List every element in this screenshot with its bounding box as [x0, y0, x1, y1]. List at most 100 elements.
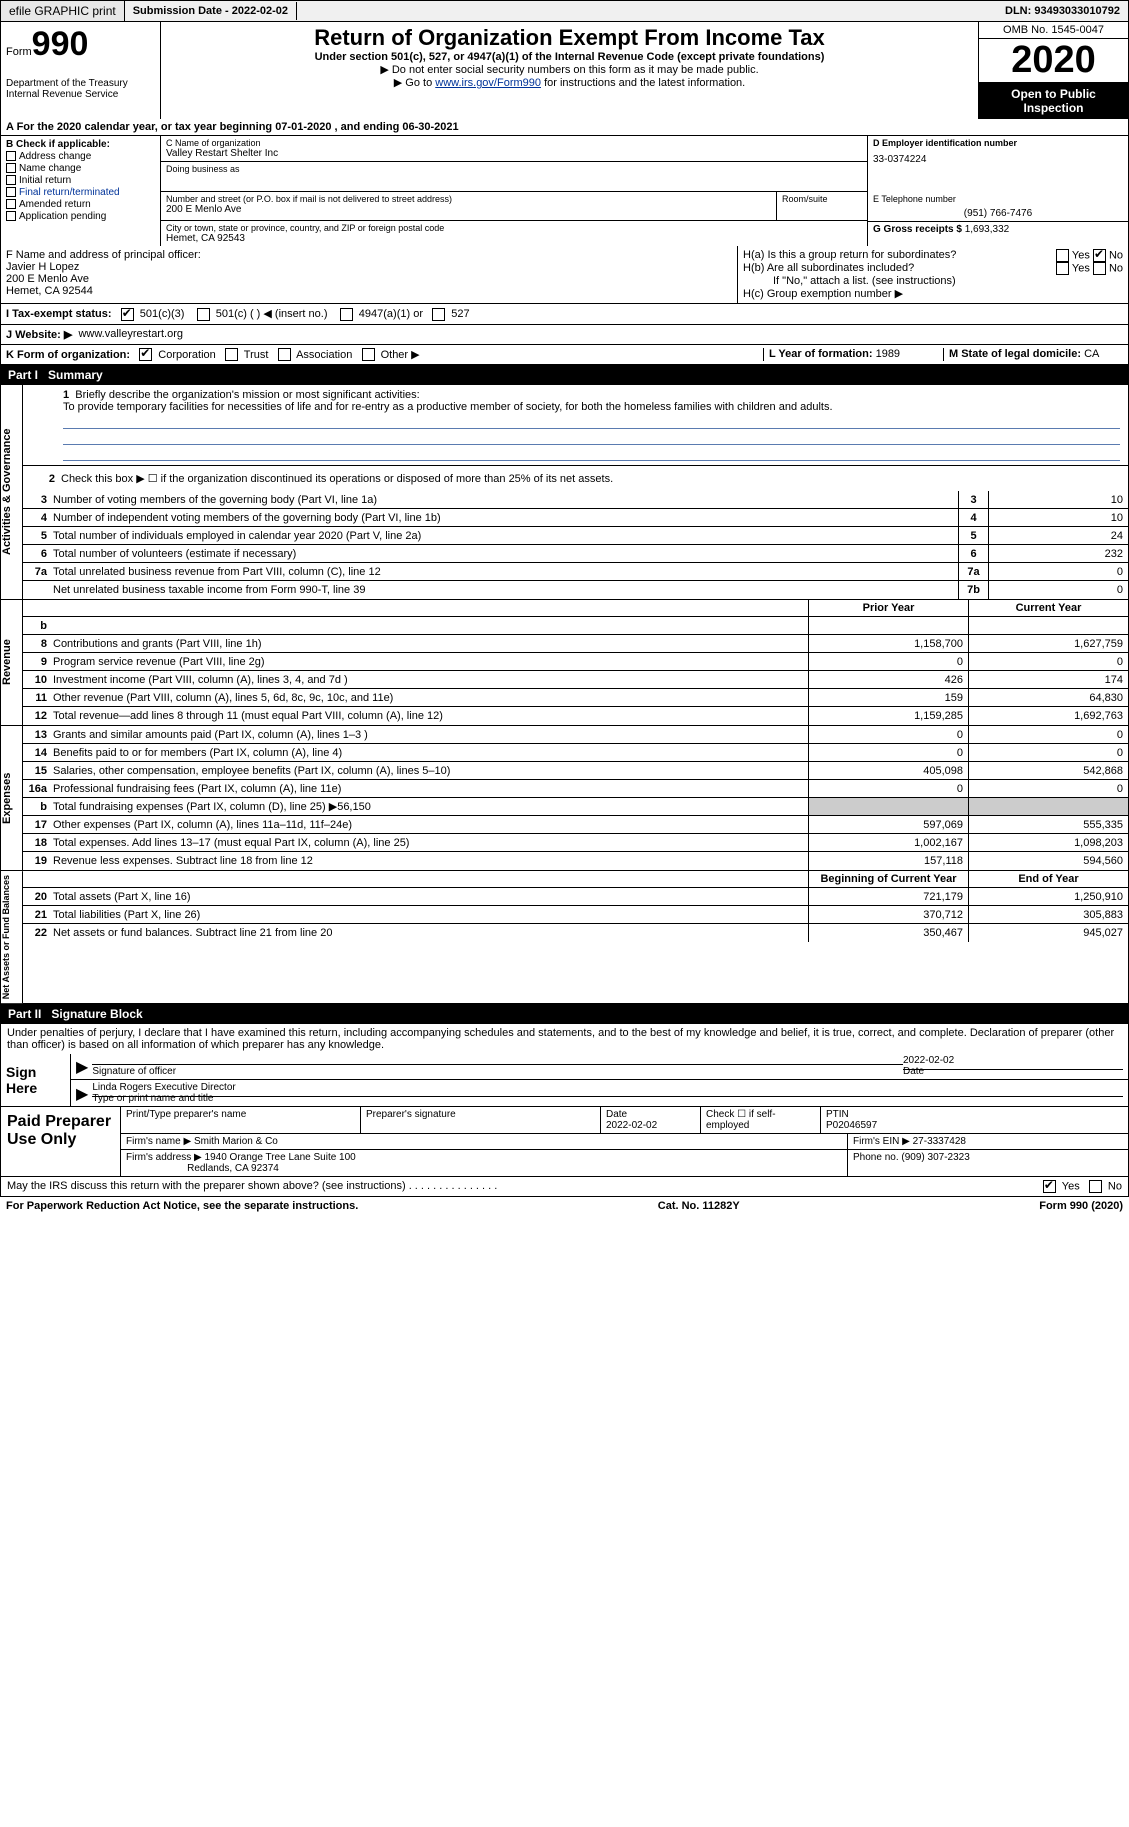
form-label: Form: [6, 46, 32, 58]
col-f: F Name and address of principal officer:…: [1, 246, 738, 303]
form-number: 990: [32, 25, 89, 63]
hb-no[interactable]: [1093, 262, 1106, 275]
irs-q: May the IRS discuss this return with the…: [7, 1180, 406, 1192]
header-right: OMB No. 1545-0047 2020 Open to Public In…: [978, 22, 1128, 119]
k-label: K Form of organization:: [6, 349, 130, 361]
efile-print-button[interactable]: efile GRAPHIC print: [1, 1, 125, 21]
hdr-curr: Current Year: [968, 600, 1128, 616]
b-app-pending[interactable]: Application pending: [6, 211, 155, 222]
i-4947[interactable]: [340, 308, 353, 321]
part2-title: Signature Block: [51, 1007, 142, 1021]
c-addr-cell: Number and street (or P.O. box if mail i…: [161, 192, 777, 221]
year-formation: 1989: [876, 348, 900, 360]
k-assoc[interactable]: [278, 348, 291, 361]
officer-addr1: 200 E Menlo Ave: [6, 273, 732, 285]
form-ref: Form 990 (2020): [1039, 1200, 1123, 1212]
vtab-net: Net Assets or Fund Balances: [1, 871, 23, 1003]
fin-expenses: Expenses 13 Grants and similar amounts p…: [0, 726, 1129, 871]
part1-num: Part I: [8, 368, 48, 382]
hb-label: H(b) Are all subordinates included?: [743, 262, 914, 275]
note-post: for instructions and the latest informat…: [541, 77, 745, 89]
b-name-change[interactable]: Name change: [6, 163, 155, 174]
sig-date-label: Date: [903, 1066, 924, 1077]
city-label: City or town, state or province, country…: [166, 223, 862, 233]
mission-text: To provide temporary facilities for nece…: [63, 401, 833, 413]
pra-notice: For Paperwork Reduction Act Notice, see …: [6, 1200, 358, 1212]
c-city-cell: City or town, state or province, country…: [161, 221, 867, 246]
firm-addr2: Redlands, CA 92374: [187, 1163, 279, 1174]
gross-label: G Gross receipts $: [873, 224, 962, 235]
website: www.valleyrestart.org: [78, 328, 183, 341]
b-final-return[interactable]: Final return/terminated: [6, 187, 155, 198]
fin-revenue: Revenue Prior Year Current Year b 8 Cont…: [0, 600, 1129, 726]
note-link: ▶ Go to www.irs.gov/Form990 for instruct…: [167, 76, 972, 89]
hdr-end: End of Year: [968, 871, 1128, 887]
addr-label: Number and street (or P.O. box if mail i…: [166, 194, 771, 204]
j-label: J Website: ▶: [6, 328, 72, 341]
arrow-icon: ▶: [76, 1057, 88, 1077]
fin-line: 16a Professional fundraising fees (Part …: [23, 780, 1128, 798]
summary-activities: Activities & Governance 1 Briefly descri…: [0, 385, 1129, 600]
b-amended[interactable]: Amended return: [6, 199, 155, 210]
fin-hdr-rev: Prior Year Current Year: [23, 600, 1128, 617]
ha-yes[interactable]: [1056, 249, 1069, 262]
irs-link[interactable]: www.irs.gov/Form990: [435, 77, 541, 89]
part1-header: Part I Summary: [0, 365, 1129, 385]
col-b: B Check if applicable: Address change Na…: [1, 136, 161, 246]
fin-line: 17 Other expenses (Part IX, column (A), …: [23, 816, 1128, 834]
self-emp[interactable]: Check ☐ if self-employed: [701, 1107, 821, 1133]
col-cde: C Name of organization Valley Restart Sh…: [161, 136, 1128, 246]
form-subtitle: Under section 501(c), 527, or 4947(a)(1)…: [167, 51, 972, 63]
block-bcdeg: B Check if applicable: Address change Na…: [0, 136, 1129, 246]
q1: Briefly describe the organization's miss…: [75, 389, 419, 401]
b-initial-return[interactable]: Initial return: [6, 175, 155, 186]
d-cell: D Employer identification number 33-0374…: [868, 136, 1128, 167]
irs-discuss: May the IRS discuss this return with the…: [0, 1177, 1129, 1197]
ha-no[interactable]: [1093, 249, 1106, 262]
fin-line: 8 Contributions and grants (Part VIII, l…: [23, 635, 1128, 653]
k-other[interactable]: [362, 348, 375, 361]
vtab-expenses: Expenses: [1, 726, 23, 870]
f-label: F Name and address of principal officer:: [6, 249, 732, 261]
ha-label: H(a) Is this a group return for subordin…: [743, 249, 956, 262]
k-trust[interactable]: [225, 348, 238, 361]
arrow-icon: ▶: [76, 1084, 88, 1104]
state-domicile: CA: [1084, 348, 1099, 360]
i-501c3[interactable]: [121, 308, 134, 321]
part2-header: Part II Signature Block: [0, 1004, 1129, 1024]
officer-name: Javier H Lopez: [6, 261, 732, 273]
fin-line: 14 Benefits paid to or for members (Part…: [23, 744, 1128, 762]
pt-label: Print/Type preparer's name: [121, 1107, 361, 1133]
sign-here: Sign Here: [1, 1054, 71, 1106]
fin-line: 11 Other revenue (Part VIII, column (A),…: [23, 689, 1128, 707]
row-klm: K Form of organization: Corporation Trus…: [0, 345, 1129, 366]
fin-line: 12 Total revenue—add lines 8 through 11 …: [23, 707, 1128, 725]
b-label: B Check if applicable:: [6, 139, 155, 150]
l-label: L Year of formation:: [769, 348, 873, 360]
hb-yes[interactable]: [1056, 262, 1069, 275]
i-527[interactable]: [432, 308, 445, 321]
submission-date: Submission Date - 2022-02-02: [125, 2, 297, 20]
vtab-activities: Activities & Governance: [1, 385, 23, 599]
preparer-block: Paid Preparer Use Only Print/Type prepar…: [0, 1107, 1129, 1177]
fin-line: 19 Revenue less expenses. Subtract line …: [23, 852, 1128, 870]
signature-block: Under penalties of perjury, I declare th…: [0, 1024, 1129, 1107]
hdr-prior: Prior Year: [808, 600, 968, 616]
fin-line: b Total fundraising expenses (Part IX, c…: [23, 798, 1128, 816]
room-label: Room/suite: [782, 194, 862, 204]
line-a: A For the 2020 calendar year, or tax yea…: [0, 119, 1129, 136]
sig-date: 2022-02-02: [903, 1055, 1123, 1066]
irs-no[interactable]: [1089, 1180, 1102, 1193]
typed-name: Linda Rogers Executive Director: [92, 1082, 1123, 1093]
k-corp[interactable]: [139, 348, 152, 361]
summary-line: 7a Total unrelated business revenue from…: [23, 563, 1128, 581]
omb-number: OMB No. 1545-0047: [979, 22, 1128, 39]
b-address-change[interactable]: Address change: [6, 151, 155, 162]
c-dba-cell: Doing business as: [161, 162, 867, 192]
fin-line: b: [23, 617, 1128, 635]
c-name-label: C Name of organization: [166, 138, 862, 148]
fin-line: 9 Program service revenue (Part VIII, li…: [23, 653, 1128, 671]
header-mid: Return of Organization Exempt From Incom…: [161, 22, 978, 119]
irs-yes[interactable]: [1043, 1180, 1056, 1193]
i-501c[interactable]: [197, 308, 210, 321]
